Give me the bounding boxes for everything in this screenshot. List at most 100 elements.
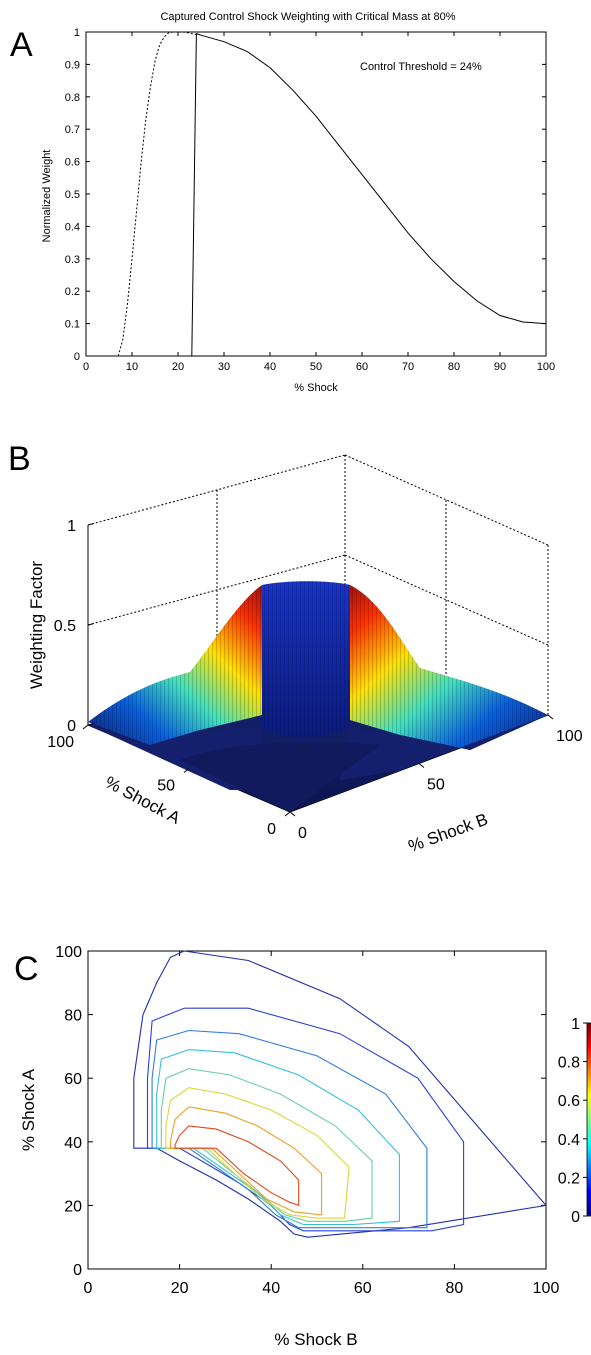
contour-line bbox=[174, 1125, 300, 1207]
x-tick-label: 100 bbox=[556, 728, 583, 745]
x-tick-label: 100 bbox=[537, 361, 555, 373]
panel-c-y-axis-label: % Shock A bbox=[19, 1068, 38, 1151]
x-tick-label: 0 bbox=[83, 361, 89, 373]
panel-a-x-ticks: 0 10 20 30 40 50 60 70 80 90 100 bbox=[83, 32, 555, 373]
z-tick bbox=[87, 723, 95, 726]
colorbar-tick-label: 1 bbox=[571, 1016, 580, 1033]
x-tick-label: 70 bbox=[402, 361, 414, 373]
panel-b-letter: B bbox=[8, 440, 31, 478]
x-tick-label: 20 bbox=[171, 1280, 189, 1297]
y-tick-label: 20 bbox=[64, 1198, 82, 1215]
y-tick-label: 0 bbox=[74, 351, 80, 363]
colorbar-tick-label: 0.2 bbox=[558, 1170, 580, 1187]
panel-c-y-ticks: 0 20 40 60 80 100 bbox=[55, 944, 546, 1279]
y-tick-label: 40 bbox=[64, 1135, 82, 1152]
y-tick-label: 80 bbox=[64, 1008, 82, 1025]
surface-right-slope-lines bbox=[350, 585, 548, 750]
y-tick bbox=[284, 811, 291, 817]
x-tick-label: 90 bbox=[494, 361, 506, 373]
panel-a-series bbox=[117, 31, 547, 357]
panel-c-colorbar-ticks: 0 0.2 0.4 0.6 0.8 1 bbox=[558, 1016, 587, 1226]
panel-b: B 00.51 0 50 1 bbox=[8, 440, 583, 856]
y-tick-label: 0.7 bbox=[65, 124, 80, 136]
x-tick-label: 50 bbox=[427, 777, 445, 794]
z-tick bbox=[87, 523, 95, 526]
y-tick-label: 1 bbox=[74, 27, 80, 39]
x-tick-label: 60 bbox=[354, 1280, 372, 1297]
y-tick-label: 0.1 bbox=[65, 319, 80, 331]
x-tick bbox=[547, 714, 554, 720]
panel-c-plot-frame bbox=[87, 950, 547, 1270]
panel-a-title: Captured Control Shock Weighting with Cr… bbox=[160, 11, 455, 23]
y-tick-label: 50 bbox=[157, 778, 175, 795]
y-tick-label: 0.9 bbox=[65, 59, 80, 71]
x-tick-label: 40 bbox=[262, 1280, 280, 1297]
surface-front-base bbox=[180, 742, 380, 812]
y-tick-label: 0.5 bbox=[65, 189, 80, 201]
panel-b-z-ticks: 00.51 bbox=[54, 518, 95, 735]
panel-c-x-axis-label: % Shock B bbox=[274, 1330, 357, 1349]
y-tick bbox=[82, 724, 89, 730]
z-tick bbox=[87, 623, 95, 626]
panel-a-letter: A bbox=[10, 26, 33, 64]
panel-b-x-ticks: 0 50 100 bbox=[289, 714, 583, 842]
z-tick-label: 0.5 bbox=[54, 618, 76, 635]
y-tick-label: 0.6 bbox=[65, 157, 80, 169]
y-tick-label: 0.4 bbox=[65, 221, 80, 233]
colorbar-tick-label: 0.8 bbox=[558, 1055, 580, 1072]
contour-line bbox=[156, 1049, 400, 1226]
panel-c-x-ticks: 0 20 40 60 80 100 bbox=[84, 951, 560, 1297]
x-tick-label: 20 bbox=[172, 361, 184, 373]
x-tick-label: 100 bbox=[533, 1280, 560, 1297]
x-tick bbox=[289, 811, 296, 817]
y-tick-label: 0 bbox=[73, 1262, 82, 1279]
x-tick-label: 60 bbox=[356, 361, 368, 373]
panel-c: C 0 20 40 60 80 100 0 20 40 60 80 100 0 0.2 0.4 0.6 0.… bbox=[14, 944, 591, 1349]
z-tick-label: 1 bbox=[67, 518, 76, 535]
y-tick-label: 0 bbox=[267, 821, 276, 838]
x-tick-label: 0 bbox=[84, 1280, 93, 1297]
surface-left-slope-lines bbox=[88, 585, 262, 745]
panel-b-surface bbox=[88, 581, 548, 812]
panel-b-z-axis-label: Weighting Factor bbox=[27, 561, 46, 690]
series-line-solid bbox=[191, 32, 547, 357]
panel-a-annotation: Control Threshold = 24% bbox=[360, 61, 482, 73]
panel-c-contours bbox=[133, 950, 548, 1238]
colorbar-tick-label: 0.4 bbox=[558, 1132, 580, 1149]
series-line-dashed bbox=[117, 31, 197, 357]
contour-line bbox=[133, 950, 548, 1238]
panel-c-colorbar bbox=[586, 1022, 591, 1217]
panel-b-y-ticks: 0 50 100 bbox=[47, 724, 291, 838]
colorbar-tick-label: 0 bbox=[571, 1209, 580, 1226]
y-tick-label: 100 bbox=[55, 944, 82, 961]
y-tick-label: 0.2 bbox=[65, 286, 80, 298]
z-tick-label: 0 bbox=[67, 718, 76, 735]
y-tick-label: 0.8 bbox=[65, 92, 80, 104]
contour-line bbox=[169, 1106, 323, 1216]
colorbar-tick-label: 0.6 bbox=[558, 1093, 580, 1110]
y-tick-label: 60 bbox=[64, 1071, 82, 1088]
contour-line bbox=[146, 1007, 465, 1232]
x-tick-label: 0 bbox=[298, 825, 307, 842]
x-tick-label: 80 bbox=[446, 1280, 464, 1297]
x-tick-label: 50 bbox=[310, 361, 322, 373]
x-tick-label: 30 bbox=[218, 361, 230, 373]
panel-a-y-axis-label: Normalized Weight bbox=[41, 150, 53, 243]
panel-a-y-ticks: 0 0.1 0.2 0.3 0.4 0.5 0.6 0.7 0.8 0.9 1 bbox=[65, 27, 546, 363]
panel-a-x-axis-label: % Shock bbox=[294, 382, 338, 394]
panel-a: A Captured Control Shock Weighting with … bbox=[10, 11, 555, 394]
y-tick-label: 0.3 bbox=[65, 254, 80, 266]
contour-line bbox=[165, 1087, 350, 1219]
panel-a-plot-frame bbox=[85, 31, 547, 357]
y-tick-label: 100 bbox=[47, 734, 74, 751]
panel-b-x-axis-label: % Shock B bbox=[406, 810, 491, 856]
contour-line bbox=[151, 1029, 428, 1229]
surface-front-wall-lines bbox=[262, 581, 350, 738]
x-tick bbox=[418, 763, 425, 768]
surface-front-skirt-right bbox=[340, 715, 548, 780]
x-tick-label: 10 bbox=[126, 361, 138, 373]
y-tick bbox=[183, 768, 190, 773]
contour-line bbox=[160, 1068, 373, 1222]
panel-c-letter: C bbox=[14, 950, 39, 988]
